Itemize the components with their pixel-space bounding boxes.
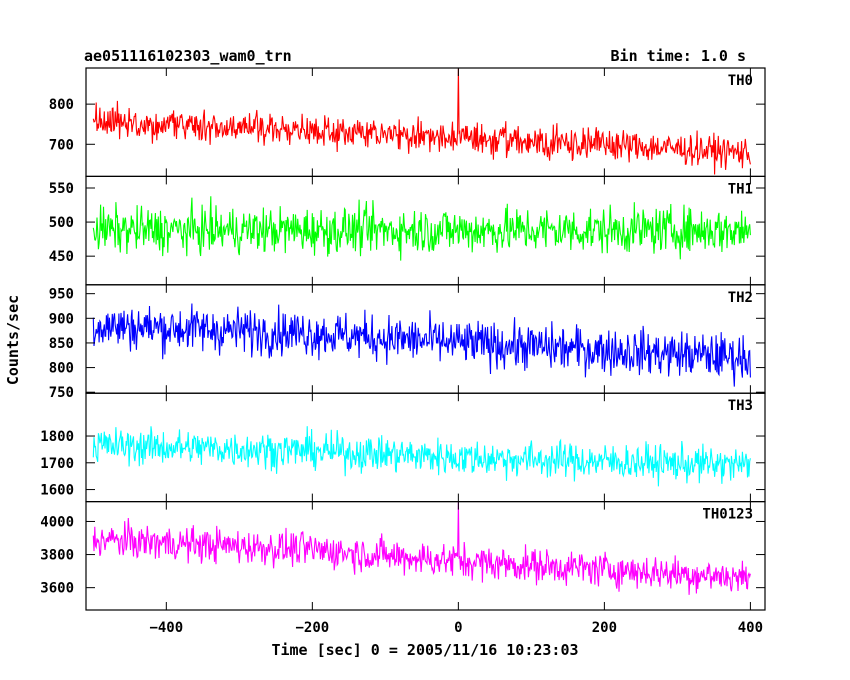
x-axis: −400 −200 0 200 400 <box>149 620 763 636</box>
panel-frame-th0123 <box>85 501 766 611</box>
y-tick-label: 800 <box>49 361 74 377</box>
y-tick-label: 800 <box>49 97 74 113</box>
y-tick-label: 1800 <box>40 429 74 445</box>
y-tick-label: 550 <box>49 181 74 197</box>
x-tick-label: −400 <box>149 620 183 636</box>
y-tick-label: 750 <box>49 385 74 401</box>
y-tick-label: 1700 <box>40 456 74 472</box>
x-tick-label: 400 <box>738 620 763 636</box>
y-tick-label: 3600 <box>40 581 74 597</box>
x-tick-label: 200 <box>592 620 617 636</box>
y-axis-label: Counts/sec <box>4 295 22 385</box>
panel-th2: TH2 750 800 850 900 950 <box>49 284 766 401</box>
panel-th0: TH0 700 800 <box>49 67 766 178</box>
y-tick-label: 500 <box>49 215 74 231</box>
panel-label-th2: TH2 <box>728 290 753 306</box>
y-tick-label: 900 <box>49 311 74 327</box>
y-tick-label: 1600 <box>40 483 74 499</box>
chart-title: ae051116102303_wam0_trn <box>84 47 292 65</box>
panel-label-th1: TH1 <box>728 181 753 197</box>
panel-th1: TH1 450 500 550 <box>49 175 766 286</box>
y-tick-label: 700 <box>49 137 74 153</box>
series-line-th0 <box>92 68 751 175</box>
bin-time-label: Bin time: 1.0 s <box>611 47 746 65</box>
panel-label-th3: TH3 <box>728 398 753 414</box>
series-line-th3 <box>92 426 751 487</box>
panels-group: TH0700800TH1450500550TH2750800850900950T… <box>40 67 766 611</box>
x-axis-label: Time [sec] 0 = 2005/11/16 10:23:03 <box>271 641 578 659</box>
y-tick-label: 950 <box>49 287 74 303</box>
y-tick-label: 450 <box>49 249 74 265</box>
panel-label-th0123: TH0123 <box>702 507 753 523</box>
series-line-th1 <box>92 196 751 261</box>
panel-th3: TH3 1600 1700 1800 <box>40 392 766 503</box>
x-tick-label: −200 <box>295 620 329 636</box>
y-tick-label: 3800 <box>40 548 74 564</box>
panel-label-th0: TH0 <box>728 73 753 89</box>
series-line-th2 <box>92 303 751 387</box>
y-tick-label: 4000 <box>40 514 74 530</box>
x-tick-label: 0 <box>454 620 462 636</box>
series-line-th0123 <box>92 502 751 595</box>
y-tick-label: 850 <box>49 336 74 352</box>
panel-th0123: TH0123 3600 3800 4000 <box>40 501 766 611</box>
